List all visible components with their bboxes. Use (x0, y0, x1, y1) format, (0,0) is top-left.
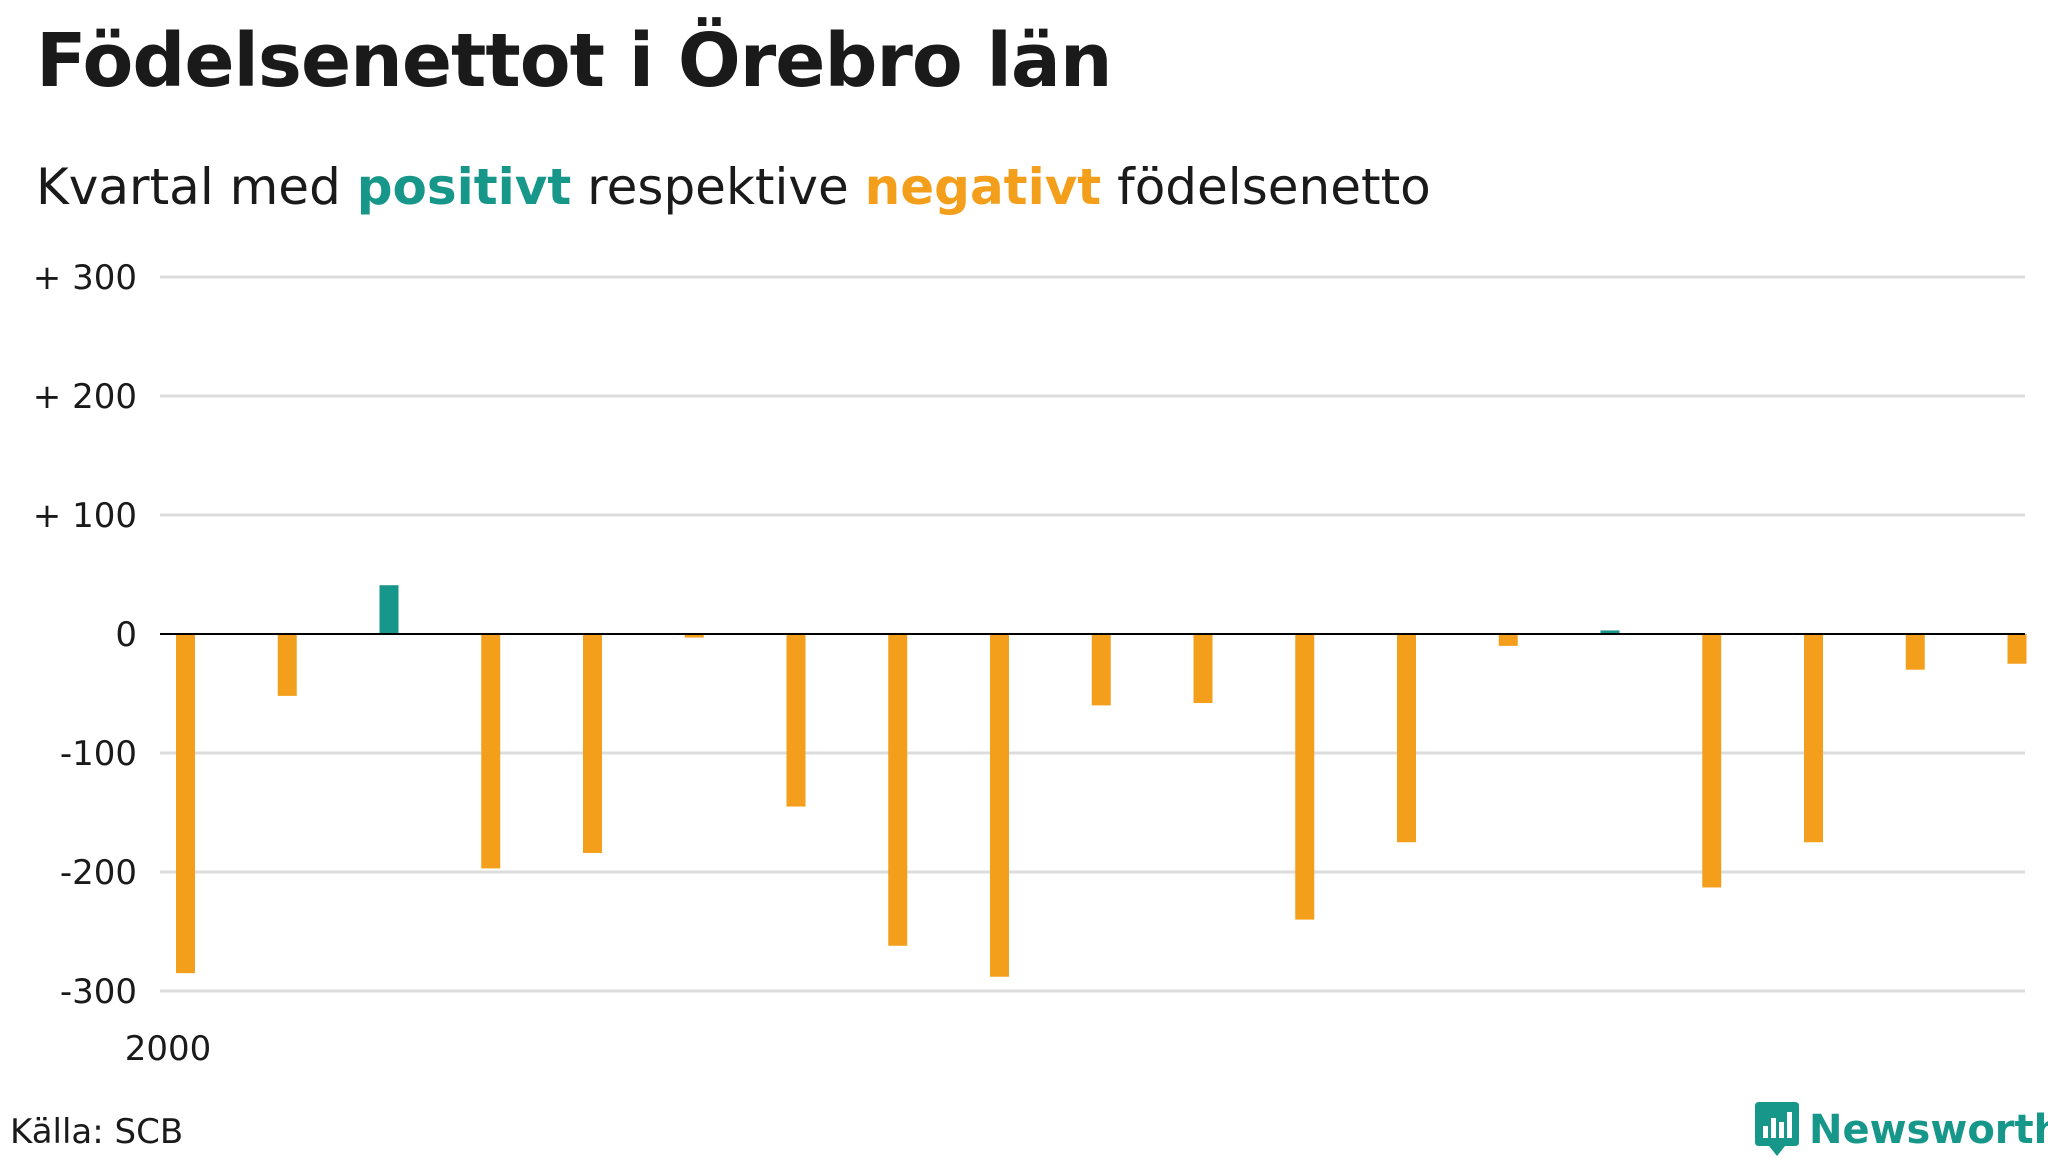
bar (379, 585, 399, 634)
bar (1091, 634, 1111, 706)
bar (1905, 634, 1925, 670)
chart-title: Födelsenettot i Örebro län (36, 18, 1113, 104)
y-tick-label: + 100 (33, 496, 137, 536)
y-tick-label: 0 (115, 615, 137, 655)
y-tick-label: -100 (60, 734, 137, 774)
bar (1295, 634, 1315, 920)
bar (1193, 634, 1213, 704)
bar (1397, 634, 1416, 843)
bars (176, 585, 2027, 977)
bar (176, 634, 195, 974)
subtitle-positive: positivt (356, 158, 572, 216)
bar (888, 634, 908, 946)
bar (1702, 634, 1722, 888)
bar (990, 634, 1009, 977)
x-axis-labels: 20002005201020152020 (125, 1029, 212, 1069)
chart-subtitle: Kvartal med positivt respektive negativt… (36, 158, 1431, 216)
bar (1498, 634, 1518, 646)
y-tick-label: + 300 (33, 258, 137, 298)
bar-chart-icon (1755, 1102, 1799, 1156)
x-tick-label: 2000 (125, 1029, 212, 1069)
bar (1600, 630, 1620, 634)
subtitle-negative: negativt (864, 158, 1102, 216)
bar (684, 634, 704, 638)
brand-logo: Newsworthy (1755, 1102, 2048, 1158)
bar (2007, 634, 2027, 664)
subtitle-suffix: födelsenetto (1101, 158, 1431, 216)
bar (481, 634, 501, 869)
bar (583, 634, 602, 853)
source-note: Källa: SCB (10, 1112, 184, 1152)
y-axis-labels: + 300 + 200 + 100 0 -100 -200 -300 (33, 258, 137, 1012)
bar (277, 634, 297, 696)
subtitle-middle: respektive (571, 158, 865, 216)
bar (1804, 634, 1823, 843)
y-tick-label: -200 (60, 853, 137, 893)
subtitle-prefix: Kvartal med (36, 158, 357, 216)
y-tick-label: + 200 (33, 377, 137, 417)
brand-name: Newsworthy (1809, 1107, 2048, 1153)
bar (786, 634, 806, 807)
y-tick-label: -300 (60, 972, 137, 1012)
